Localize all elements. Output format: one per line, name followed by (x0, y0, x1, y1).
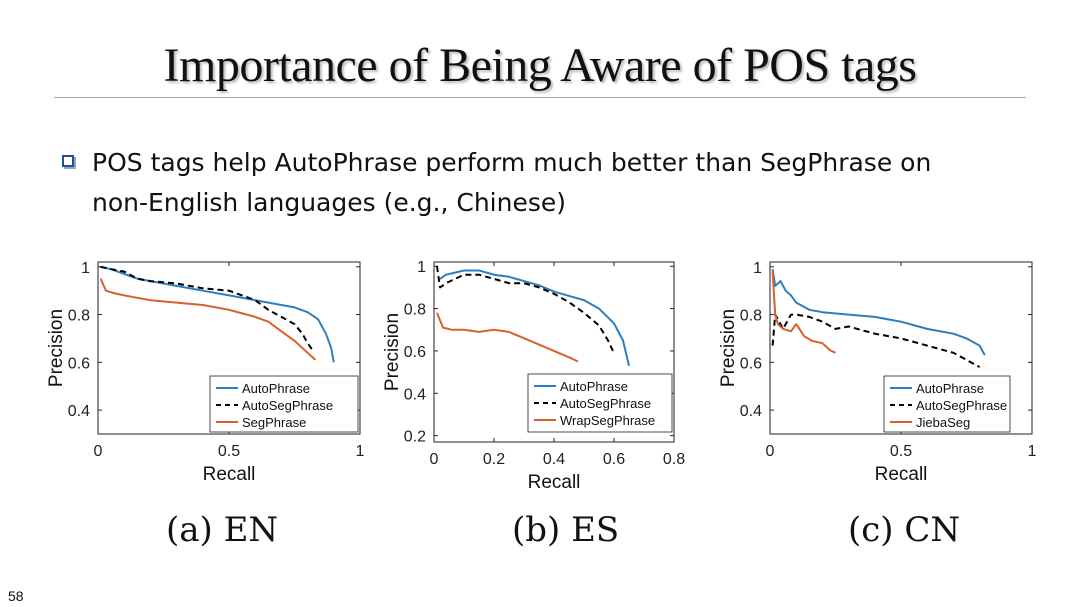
legend-label: AutoSegPhrase (242, 398, 333, 413)
x-tick-label: 0.5 (218, 443, 240, 460)
y-tick-label: 0.8 (404, 302, 426, 319)
y-axis-label: Precision (382, 313, 403, 391)
legend-label: JiebaSeg (916, 415, 970, 430)
y-tick-label: 0.8 (68, 308, 90, 325)
y-tick-label: 1 (417, 259, 426, 276)
legend-label: SegPhrase (242, 415, 306, 430)
charts-area: 0 0.5 1 0.4 0.6 0.8 1 Recall Precision AutoPhrase… (0, 250, 1080, 580)
y-axis-label: Precision (718, 309, 739, 387)
chart-en: 0 0.5 1 0.4 0.6 0.8 1 Recall Precision AutoPhrase… (46, 260, 365, 485)
legend-label: AutoPhrase (916, 381, 984, 396)
y-tick-label: 0.2 (404, 429, 426, 446)
x-tick-label: 1 (356, 443, 365, 460)
y-tick-label: 0.8 (740, 308, 762, 325)
y-tick-label: 0.6 (740, 355, 762, 372)
series-line-autophrase (771, 269, 986, 356)
x-axis-label: Recall (528, 472, 581, 493)
x-tick-label: 0.6 (603, 451, 625, 468)
x-tick-label: 0 (430, 451, 439, 468)
series-line-wrapsegphrase (436, 312, 579, 363)
y-tick-label: 0.4 (68, 403, 90, 420)
x-tick-label: 1 (1028, 443, 1037, 460)
series-line-autophrase (439, 269, 630, 367)
bullet-text: POS tags help AutoPhrase perform much be… (92, 143, 1012, 223)
x-axis-label: Recall (203, 464, 256, 485)
y-tick-label: 1 (81, 260, 90, 277)
y-tick-label: 1 (753, 260, 762, 277)
series-line-autophrase (100, 265, 335, 363)
series-line-autosegphrase (100, 265, 314, 351)
chart-caption-cn: (c) CN (848, 510, 961, 550)
chart-caption-en: (a) EN (166, 510, 279, 550)
title-divider (54, 97, 1026, 98)
bullet-line-2: non-English languages (e.g., Chinese) (92, 188, 567, 217)
chart-cn: 0 0.5 1 0.4 0.6 0.8 1 Recall Precision AutoPhrase… (718, 260, 1037, 485)
legend-label: AutoSegPhrase (916, 398, 1007, 413)
x-tick-label: 0.4 (543, 451, 565, 468)
x-tick-label: 0 (766, 443, 775, 460)
x-tick-label: 0.2 (483, 451, 505, 468)
x-tick-label: 0.5 (890, 443, 912, 460)
legend-label: AutoPhrase (560, 379, 628, 394)
legend-label: AutoSegPhrase (560, 396, 651, 411)
legend-label: WrapSegPhrase (560, 413, 655, 428)
chart-caption-es: (b) ES (512, 510, 620, 550)
y-axis-label: Precision (46, 309, 67, 387)
y-tick-label: 0.6 (68, 355, 90, 372)
y-tick-label: 0.4 (404, 386, 426, 403)
bullet-line-1: POS tags help AutoPhrase perform much be… (92, 148, 932, 177)
x-tick-label: 0 (94, 443, 103, 460)
y-tick-label: 0.4 (740, 403, 762, 420)
bullet-square-icon (62, 155, 74, 167)
x-axis-label: Recall (875, 464, 928, 485)
chart-es: 0 0.2 0.4 0.6 0.80.20.40.60.81RecallPrecisio… (382, 259, 685, 493)
x-tick-label: 0.8 (663, 451, 685, 468)
series-line-autosegphrase (436, 266, 615, 354)
y-tick-label: 0.6 (404, 344, 426, 361)
legend-label: AutoPhrase (242, 381, 310, 396)
series-line-autosegphrase (771, 313, 981, 368)
page-number: 58 (8, 588, 24, 604)
series-line-segphrase (99, 278, 317, 361)
series-line-jiebaseg (771, 271, 836, 354)
slide-title: Importance of Being Aware of POS tags (163, 39, 917, 92)
